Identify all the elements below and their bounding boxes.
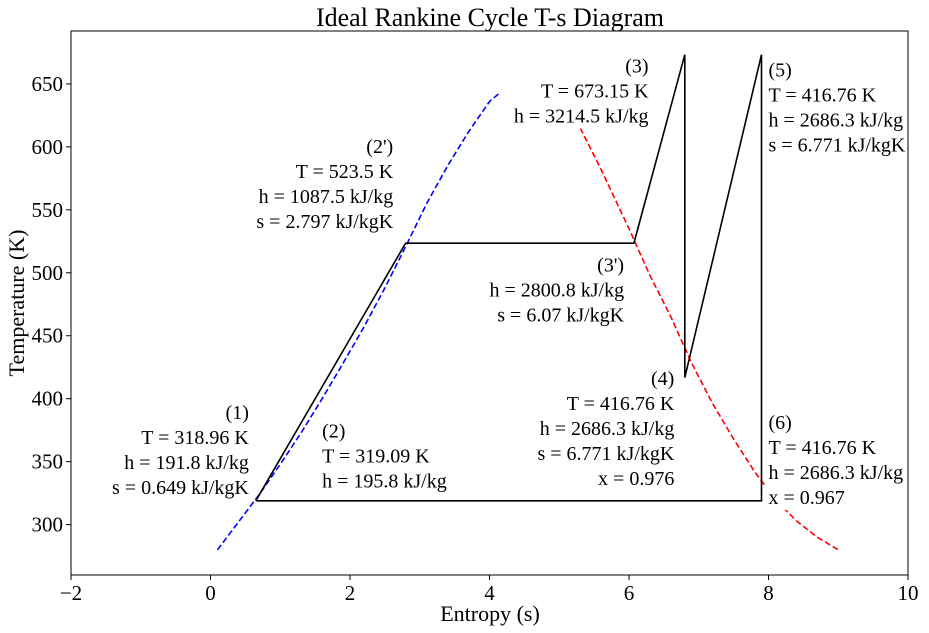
y-tick-label: 600 <box>32 135 64 159</box>
annotation-line: T = 416.76 K <box>567 393 675 415</box>
annotation-line: h = 3214.5 kJ/kg <box>514 106 649 128</box>
annotation-line: h = 2800.8 kJ/kg <box>489 280 624 302</box>
x-axis-label: Entropy (s) <box>440 601 540 626</box>
annotation-background <box>510 54 653 129</box>
y-axis-label: Temperature (K) <box>4 230 29 377</box>
x-tick-label: 2 <box>345 581 356 605</box>
x-tick-label: 0 <box>205 581 216 605</box>
annotation-line: h = 2686.3 kJ/kg <box>769 109 904 131</box>
annotation-line: h = 191.8 kJ/kg <box>124 452 249 474</box>
annotation-line: h = 2686.3 kJ/kg <box>540 418 675 440</box>
annotation-line: (1) <box>226 402 249 424</box>
x-tick-label: −2 <box>60 581 82 605</box>
y-tick-label: 450 <box>32 324 64 348</box>
annotation-line: T = 416.76 K <box>769 437 877 459</box>
y-tick-label: 300 <box>32 513 64 537</box>
state-annotation: (4) T = 416.76 K h = 2686.3 kJ/kg s = 6.771… <box>534 366 678 491</box>
annotation-line: h = 2686.3 kJ/kg <box>769 462 904 484</box>
annotation-line: (4) <box>651 368 674 390</box>
x-axis-ticks: −2 0 2 4 6 8 10 <box>60 575 919 605</box>
annotation-line: s = 6.771 kJ/kgK <box>769 134 906 156</box>
annotation-background <box>319 419 450 494</box>
y-tick-label: 350 <box>32 450 64 474</box>
y-axis-ticks: 300 350 400 450 500 550 600 650 <box>32 72 71 537</box>
state-annotation: (6) T = 416.76 K h = 2686.3 kJ/kg x = 0.967 <box>765 410 907 510</box>
annotation-background <box>109 400 253 500</box>
annotation-line: T = 318.96 K <box>141 427 249 449</box>
x-tick-label: 6 <box>624 581 635 605</box>
annotation-line: (2) <box>322 421 345 443</box>
annotation-background <box>486 253 628 328</box>
annotation-background <box>253 135 397 235</box>
annotation-line: h = 1087.5 kJ/kg <box>259 186 394 208</box>
y-tick-label: 500 <box>32 261 64 285</box>
y-tick-label: 650 <box>32 72 64 96</box>
annotation-line: (3) <box>625 56 648 78</box>
y-tick-label: 400 <box>32 387 64 411</box>
y-tick-label: 550 <box>32 198 64 222</box>
annotation-line: (5) <box>769 59 792 81</box>
saturated-vapor-curve <box>579 127 839 551</box>
state-annotation: (1) T = 318.96 K h = 191.8 kJ/kg s = 0.649 … <box>109 400 253 500</box>
annotation-line: x = 0.976 <box>598 468 674 490</box>
x-tick-label: 10 <box>898 581 919 605</box>
x-tick-label: 4 <box>484 581 495 605</box>
state-annotations: (1) T = 318.96 K h = 191.8 kJ/kg s = 0.649 … <box>109 54 909 510</box>
annotation-line: (3') <box>597 255 624 277</box>
annotation-background <box>765 58 909 158</box>
annotation-line: x = 0.967 <box>769 487 845 509</box>
annotation-background <box>534 366 678 491</box>
chart-title: Ideal Rankine Cycle T-s Diagram <box>316 3 664 32</box>
state-annotation: (3') h = 2800.8 kJ/kg s = 6.07 kJ/kgK <box>486 253 628 328</box>
x-tick-label: 8 <box>763 581 774 605</box>
state-annotation: (5) T = 416.76 K h = 2686.3 kJ/kg s = 6.771… <box>765 58 909 158</box>
state-annotation: (3) T = 673.15 K h = 3214.5 kJ/kg <box>510 54 653 129</box>
plot-lines <box>216 54 839 551</box>
annotation-line: T = 319.09 K <box>322 446 430 468</box>
state-annotation: (2') T = 523.5 K h = 1087.5 kJ/kg s = 2.797… <box>253 135 397 235</box>
annotation-line: T = 523.5 K <box>296 161 394 183</box>
annotation-line: h = 195.8 kJ/kg <box>322 471 447 493</box>
annotation-line: s = 6.07 kJ/kgK <box>497 305 624 327</box>
annotation-line: s = 6.771 kJ/kgK <box>537 443 674 465</box>
annotation-line: s = 0.649 kJ/kgK <box>112 477 249 499</box>
annotation-line: (2') <box>366 136 393 158</box>
rankine-cycle-path <box>255 54 763 502</box>
annotation-line: s = 2.797 kJ/kgK <box>256 211 393 233</box>
annotation-line: (6) <box>769 412 792 434</box>
annotation-line: T = 416.76 K <box>769 84 877 106</box>
annotation-line: T = 673.15 K <box>541 81 649 103</box>
annotation-background <box>765 410 907 510</box>
state-annotation: (2) T = 319.09 K h = 195.8 kJ/kg <box>319 419 450 494</box>
